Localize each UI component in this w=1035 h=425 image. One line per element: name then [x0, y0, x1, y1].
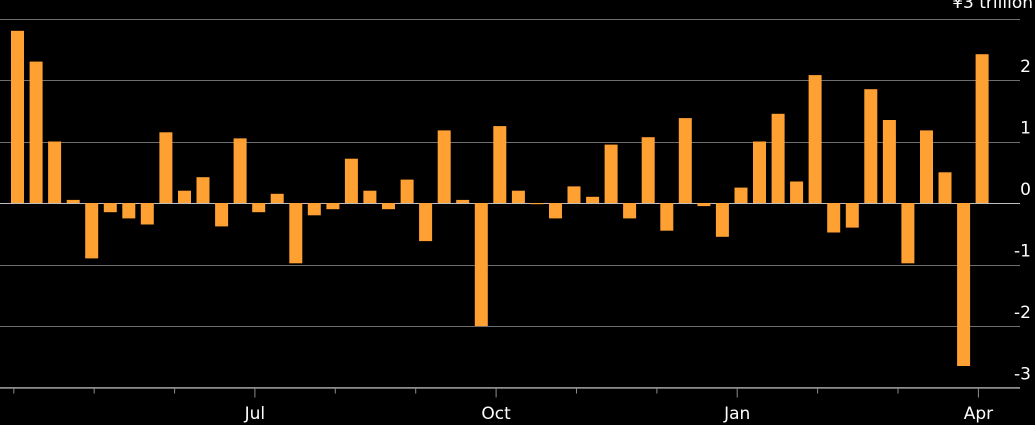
bar — [882, 120, 896, 203]
x-tick-label: Jan — [723, 404, 750, 424]
bar — [957, 203, 971, 366]
x-tick-label: Oct — [481, 404, 511, 424]
bar — [48, 141, 62, 203]
bar — [400, 179, 414, 203]
unit-label: ¥3 trillion — [952, 0, 1033, 13]
bar — [474, 203, 488, 326]
bar — [326, 203, 340, 210]
bar — [85, 203, 99, 259]
bars — [11, 30, 989, 366]
bar — [511, 190, 525, 203]
bar — [252, 203, 266, 213]
bar — [771, 113, 785, 203]
bar — [660, 203, 674, 231]
bar — [178, 190, 191, 203]
bar — [641, 137, 655, 203]
bar — [623, 203, 637, 219]
bar — [140, 203, 154, 225]
bar — [363, 190, 377, 203]
bar — [808, 75, 822, 203]
x-tick-label: Apr — [964, 404, 993, 424]
bar — [530, 203, 544, 205]
bar — [66, 199, 80, 203]
x-tick-label: Jul — [244, 404, 266, 424]
bar — [697, 203, 711, 207]
bar — [289, 203, 303, 264]
bar — [975, 54, 989, 204]
bar — [344, 158, 358, 203]
y-tick-label: 1 — [1020, 119, 1031, 139]
bar — [920, 130, 933, 203]
bar — [586, 196, 600, 203]
bar — [901, 203, 915, 264]
y-axis-labels: 2 1 0 -1 -2 -3 — [1014, 57, 1031, 385]
bar — [864, 89, 878, 203]
bar — [456, 199, 470, 203]
bar — [437, 130, 451, 203]
bar — [845, 203, 859, 228]
bar — [103, 203, 117, 213]
bar — [734, 187, 748, 203]
bar — [419, 203, 433, 242]
y-tick-label: -1 — [1014, 242, 1031, 262]
bar — [29, 61, 43, 203]
bar — [604, 144, 618, 203]
bar — [382, 203, 395, 210]
bar — [753, 141, 766, 203]
bar — [549, 203, 562, 219]
bar — [122, 203, 136, 219]
bar — [215, 203, 229, 227]
bar — [827, 203, 841, 233]
bar — [307, 203, 321, 216]
bar — [678, 118, 692, 203]
bar — [567, 186, 581, 203]
y-tick-label: 0 — [1020, 180, 1031, 200]
bar — [11, 30, 24, 203]
bar — [196, 177, 210, 203]
bar — [270, 193, 284, 203]
y-tick-label: 2 — [1020, 57, 1031, 77]
y-tick-label: -2 — [1014, 303, 1031, 323]
y-tick-label: -3 — [1014, 365, 1031, 385]
x-axis: Jul Oct Jan Apr — [0, 387, 1020, 424]
bar — [715, 203, 729, 237]
bar — [233, 138, 247, 203]
bar — [159, 132, 173, 203]
bar — [790, 181, 804, 203]
bar — [493, 126, 507, 203]
bar — [938, 172, 952, 204]
